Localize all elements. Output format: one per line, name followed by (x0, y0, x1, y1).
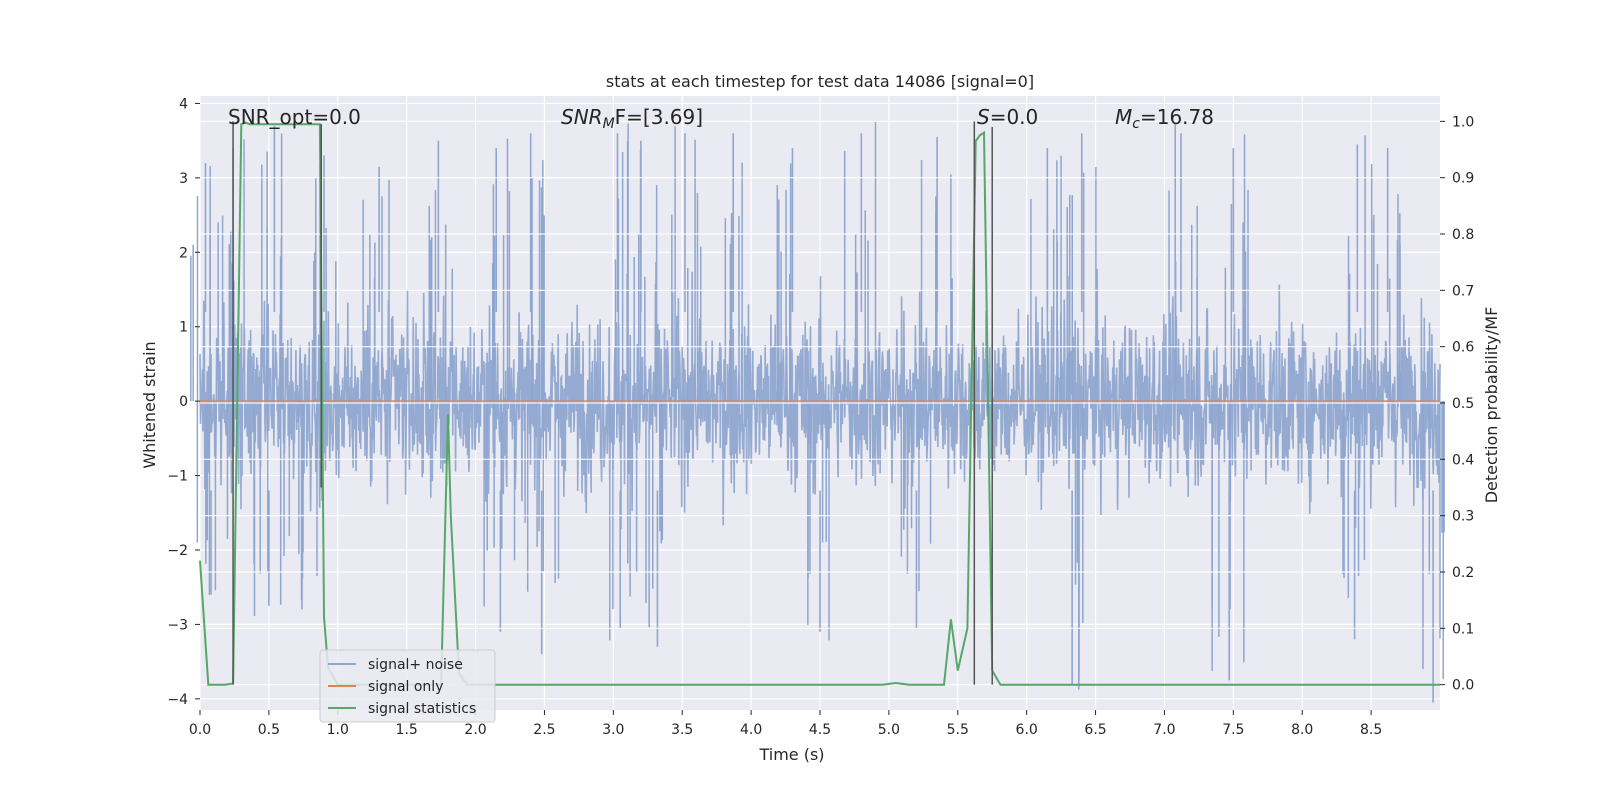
y-right-tick-label: 0.8 (1452, 227, 1474, 243)
y-right-axis-label: Detection probability/MF (1482, 307, 1501, 504)
legend-label-signal-only: signal only (368, 679, 443, 695)
legend-box (319, 649, 496, 723)
annotation-s-label: S (977, 105, 990, 129)
annotation-snr-mf-sub: M (603, 116, 615, 132)
signal-noise-line (199, 269, 1441, 532)
x-tick-label: 1.0 (327, 722, 349, 738)
grid-right (200, 120, 1440, 686)
x-tick-label: 6.0 (1016, 722, 1038, 738)
x-tick-label: 4.0 (740, 722, 762, 738)
x-tick-label: 1.5 (396, 722, 418, 738)
y-left-tick-labels: 4 3 2 1 0 −1 −2 −3 −4 (167, 96, 200, 708)
x-tick-label: 8.0 (1291, 722, 1313, 738)
annotation-s: S=0.0 (977, 105, 1038, 129)
annotation-snr-mf-main: SNR (561, 105, 603, 129)
x-tick-label: 6.5 (1084, 722, 1106, 738)
x-tick-label: 7.0 (1153, 722, 1175, 738)
annotation-snr-mf-tail: F=[3.69] (615, 105, 703, 129)
annotation-snr-opt: SNR_opt=0.0 (228, 105, 361, 129)
y-left-tick-label: −2 (167, 543, 188, 559)
y-right-tick-label: 0.0 (1452, 678, 1474, 694)
y-left-tick-label: −4 (167, 692, 188, 708)
y-left-tick-label: 4 (179, 96, 188, 112)
x-tick-labels: 0.0 0.5 1.0 1.5 2.0 2.5 3.0 3.5 4.0 4.5 5.0 5.5 6.0 6… (189, 710, 1382, 738)
x-tick-label: 5.0 (878, 722, 900, 738)
x-tick-label: 8.5 (1360, 722, 1382, 738)
y-left-tick-label: −3 (167, 617, 188, 633)
x-tick-label: 0.5 (258, 722, 280, 738)
x-tick-label: 7.5 (1222, 722, 1244, 738)
y-right-tick-label: 0.7 (1452, 283, 1474, 299)
annotation-mc-main: M (1115, 105, 1132, 129)
legend: signal+ noise signal only signal statist… (319, 649, 496, 723)
x-tick-label: 0.0 (189, 722, 211, 738)
signal-noise-trace (190, 120, 1445, 703)
y-right-tick-label: 0.5 (1452, 396, 1474, 412)
y-right-tick-label: 1.0 (1452, 114, 1474, 130)
x-axis-label: Time (s) (758, 745, 824, 764)
chart-title: stats at each timestep for test data 140… (606, 72, 1034, 91)
x-tick-label: 3.0 (602, 722, 624, 738)
y-left-tick-label: 1 (179, 320, 188, 336)
y-left-tick-label: 3 (179, 171, 188, 187)
y-left-axis-label: Whitened strain (140, 341, 159, 468)
annotation-mc-sub: c (1132, 116, 1140, 132)
y-left-tick-label: 0 (179, 394, 188, 410)
y-right-tick-label: 0.2 (1452, 565, 1474, 581)
y-right-tick-label: 0.3 (1452, 509, 1474, 525)
y-right-tick-label: 0.4 (1452, 452, 1474, 468)
legend-label-signal-statistics: signal statistics (368, 701, 476, 717)
vertical-markers (232, 121, 993, 685)
annotation-mc-value: =16.78 (1140, 105, 1214, 129)
y-right-tick-label: 0.9 (1452, 171, 1474, 187)
y-right-tick-label: 0.1 (1452, 621, 1474, 637)
y-left-tick-label: 2 (179, 245, 188, 261)
x-tick-label: 4.5 (809, 722, 831, 738)
annotation-s-value: =0.0 (990, 105, 1039, 129)
y-left-tick-label: −1 (167, 469, 188, 485)
x-tick-label: 5.5 (947, 722, 969, 738)
legend-label-signal-noise: signal+ noise (368, 657, 463, 673)
y-right-tick-label: 0.6 (1452, 340, 1474, 356)
x-tick-label: 2.0 (464, 722, 486, 738)
annotation-mc: Mc=16.78 (1115, 105, 1214, 132)
annotation-snr-mf: SNRMF=[3.69] (561, 105, 703, 132)
y-right-tick-labels: 1.0 0.9 0.8 0.7 0.6 0.5 0.4 0.3 0.2 0.1 0.0 (1440, 114, 1474, 694)
x-tick-label: 3.5 (671, 722, 693, 738)
x-tick-label: 2.5 (533, 722, 555, 738)
